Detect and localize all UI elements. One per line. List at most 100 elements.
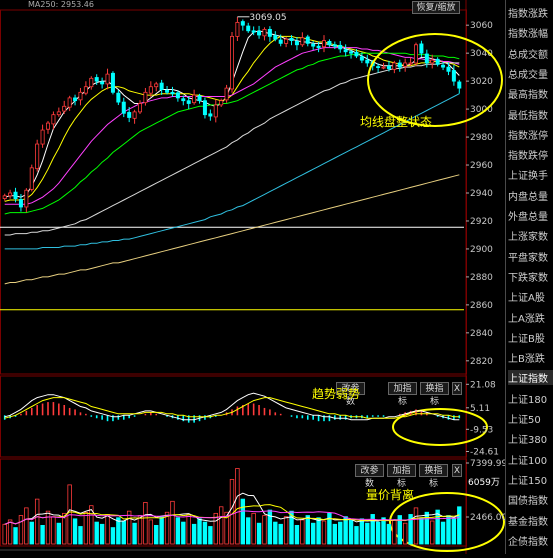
- candle-body: [376, 66, 381, 68]
- volume-bar: [397, 515, 402, 545]
- candle-body: [154, 83, 159, 88]
- volume-bar: [321, 520, 327, 545]
- ma-line-ma120: [4, 93, 460, 250]
- macd-tick-label: -24.61: [470, 447, 499, 457]
- price-tick-label: 2960: [470, 161, 493, 171]
- indicator-sidebar: 指数涨跌指数涨幅总成交额总成交量最高指数最低指数指数涨停指数跌停上证换手内盘总量…: [505, 0, 553, 554]
- volume-bar: [34, 498, 40, 545]
- sidebar-item[interactable]: 最低指数: [508, 110, 548, 122]
- volume-bar: [262, 515, 267, 545]
- volume-bar: [197, 518, 202, 545]
- candle-body: [110, 72, 115, 93]
- macd-edit-params-button[interactable]: 改参数: [336, 382, 365, 407]
- reset-zoom-button[interactable]: 恢复/缩放: [412, 1, 460, 14]
- candle-body: [219, 100, 224, 106]
- candle-body: [56, 111, 61, 116]
- price-tick-label: 2860: [470, 301, 493, 311]
- volume-bar: [256, 522, 262, 545]
- sidebar-item[interactable]: 指数涨跌: [508, 9, 548, 20]
- candle-body: [327, 41, 332, 46]
- volume-edit-params-button[interactable]: 改参数: [355, 464, 384, 489]
- sidebar-item[interactable]: 上B涨跌: [508, 354, 545, 366]
- sidebar-item[interactable]: 国债指数: [508, 496, 548, 508]
- volume-bar: [451, 518, 457, 545]
- candle-body: [289, 37, 294, 41]
- candle-body: [235, 21, 240, 37]
- annotation-ma-consolidation: 均线盘整状态: [360, 115, 433, 129]
- sidebar-item[interactable]: 指数跌停: [508, 151, 548, 163]
- sidebar-item[interactable]: 企债指数: [508, 536, 548, 548]
- candle-body: [67, 97, 72, 108]
- candle-body: [392, 62, 397, 70]
- volume-bar: [137, 515, 143, 545]
- volume-bar: [7, 519, 13, 545]
- volume-bar: [164, 511, 170, 545]
- candle-body: [424, 53, 429, 64]
- candle-body: [78, 91, 83, 101]
- sidebar-item[interactable]: 外盘总量: [508, 212, 548, 223]
- volume-close-button[interactable]: X: [452, 464, 462, 477]
- sidebar-item[interactable]: 上证A股: [508, 293, 545, 305]
- candle-body: [408, 62, 413, 65]
- macd-add-indicator-button[interactable]: 加指标: [388, 382, 417, 407]
- sidebar-item[interactable]: 上证B股: [508, 333, 545, 345]
- candle-body: [419, 43, 424, 54]
- candle-body: [311, 43, 316, 47]
- sidebar-item[interactable]: 上证指数: [508, 370, 553, 386]
- volume-bar: [154, 524, 159, 545]
- macd-tick-label: 5.11: [470, 404, 490, 414]
- volume-bar: [332, 523, 338, 545]
- sidebar-item[interactable]: 下跌家数: [508, 272, 548, 284]
- sidebar-item[interactable]: 上证150: [508, 475, 548, 487]
- volume-switch-indicator-button[interactable]: 换指标: [419, 464, 448, 489]
- volume-bar: [121, 520, 126, 545]
- candle-body: [284, 38, 289, 44]
- candle-body: [413, 44, 418, 64]
- volume-bar: [338, 521, 343, 545]
- sidebar-item[interactable]: 上证180: [508, 394, 548, 406]
- volume-bar: [186, 514, 191, 545]
- volume-bar: [170, 500, 175, 545]
- candle-body: [62, 105, 67, 112]
- sidebar-item[interactable]: 上证380: [508, 435, 548, 447]
- sidebar-item[interactable]: 上证50: [508, 415, 541, 426]
- volume-bar: [56, 522, 62, 545]
- macd-close-button[interactable]: X: [452, 382, 462, 395]
- sidebar-item[interactable]: 指数涨停: [508, 130, 548, 142]
- volume-bar: [99, 523, 105, 545]
- price-tick-label: 2980: [470, 133, 493, 143]
- volume-tick-label: 2466.00: [470, 513, 507, 523]
- sidebar-item[interactable]: 上证换手: [508, 171, 548, 183]
- candle-body: [100, 81, 105, 85]
- volume-bar: [105, 514, 110, 545]
- candle-body: [262, 28, 267, 37]
- sidebar-item[interactable]: 内盘总量: [508, 191, 548, 203]
- candle-body: [159, 82, 164, 90]
- volume-bar: [348, 519, 354, 545]
- macd-switch-indicator-button[interactable]: 换指标: [420, 382, 449, 407]
- candle-body: [403, 62, 408, 67]
- sidebar-item[interactable]: 上A涨跌: [508, 313, 545, 325]
- sidebar-item[interactable]: 总成交额: [508, 49, 548, 61]
- candle-body: [349, 51, 354, 54]
- volume-add-indicator-button[interactable]: 加指标: [387, 464, 416, 489]
- sidebar-item[interactable]: 平盘家数: [508, 252, 548, 264]
- sidebar-item[interactable]: 上涨家数: [508, 232, 548, 244]
- sidebar-item[interactable]: 最高指数: [508, 90, 548, 102]
- volume-bar: [62, 512, 67, 545]
- candle-body: [446, 66, 451, 72]
- candle-body: [224, 87, 229, 101]
- volume-bar: [278, 523, 283, 545]
- price-high-label: 3069.05: [249, 13, 286, 23]
- sidebar-item[interactable]: 总成交量: [508, 69, 548, 81]
- sidebar-item[interactable]: 指数涨幅: [508, 29, 548, 41]
- volume-bar: [126, 510, 132, 545]
- sidebar-item[interactable]: 基金指数: [508, 516, 548, 528]
- candle-body: [251, 30, 256, 33]
- volume-bar: [181, 521, 186, 545]
- candle-body: [305, 36, 310, 44]
- sidebar-item[interactable]: 上证100: [508, 455, 548, 467]
- ma-line-ma250: [4, 174, 460, 285]
- volume-bar: [289, 510, 294, 545]
- candle-body: [435, 58, 440, 65]
